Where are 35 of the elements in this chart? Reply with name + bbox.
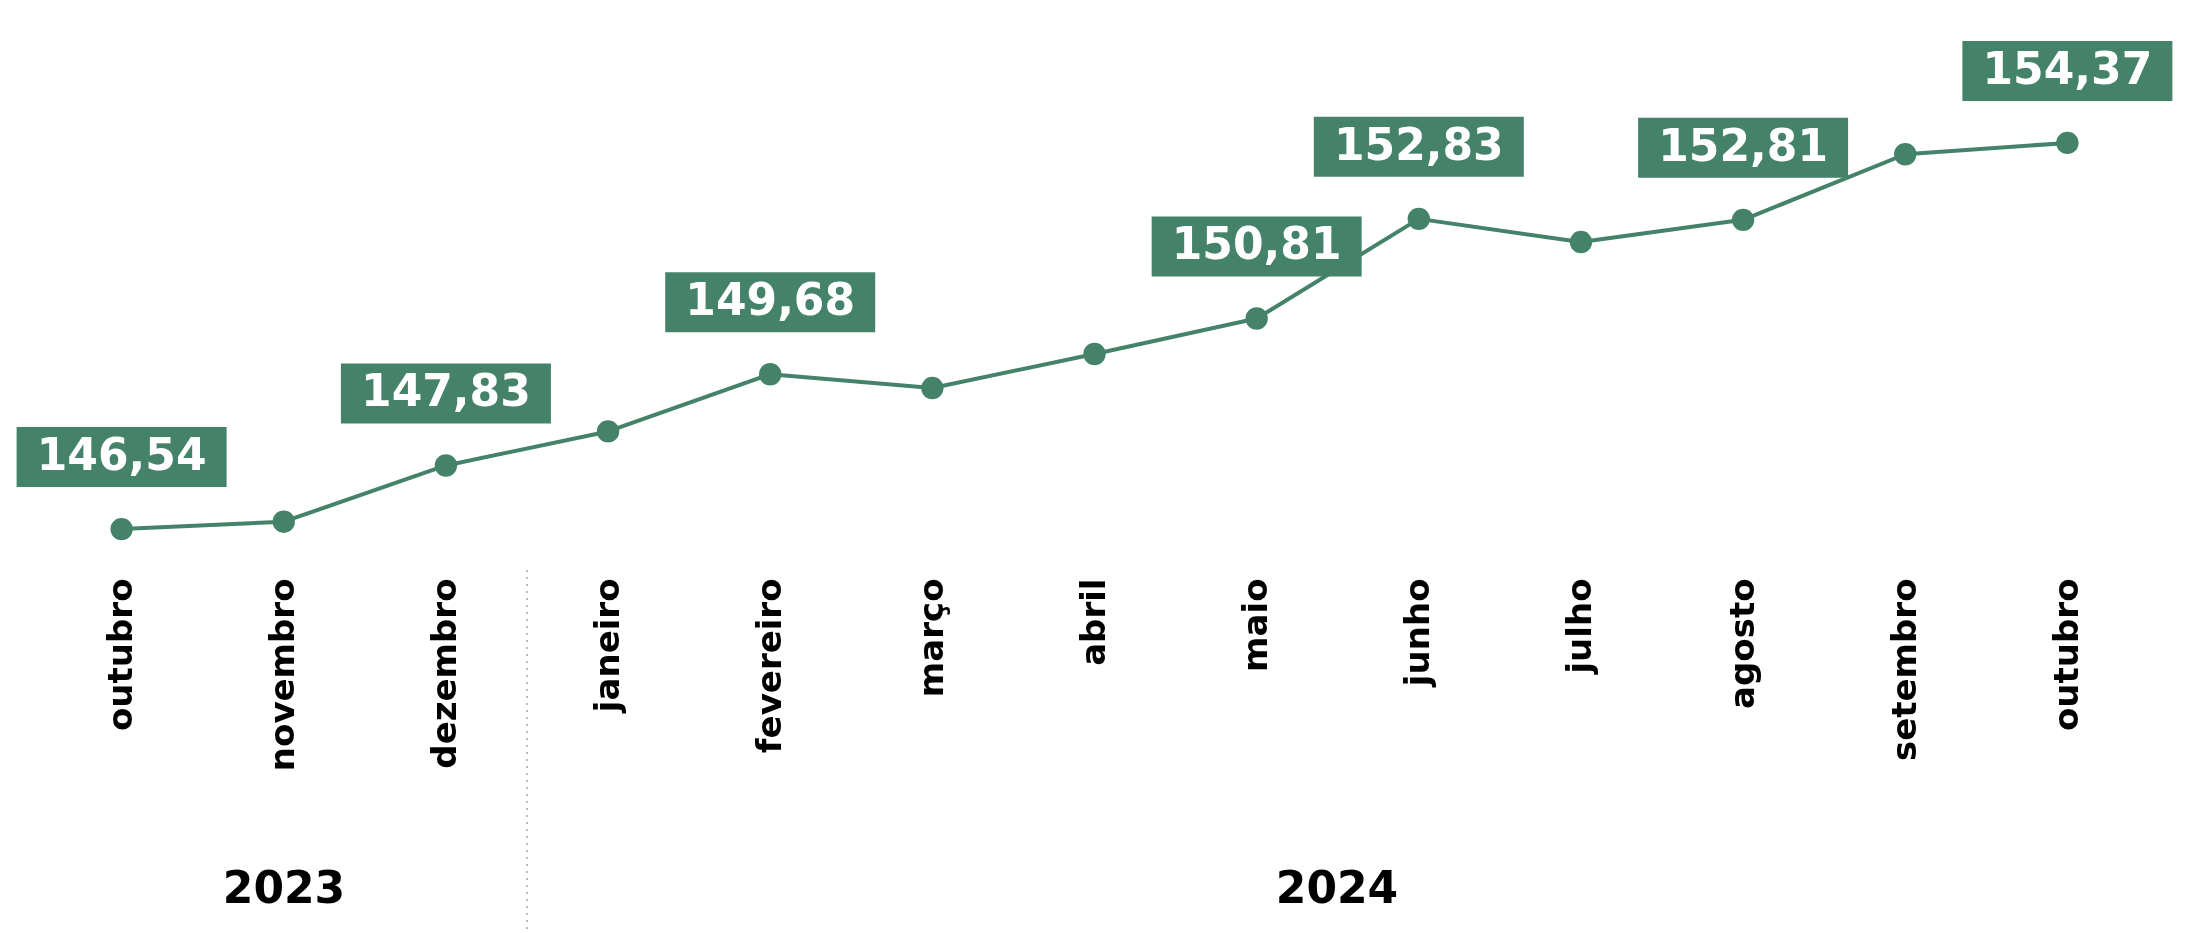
- point: [110, 517, 133, 541]
- point: [1894, 143, 1917, 166]
- x-tick-label: julho: [1559, 578, 1600, 676]
- x-tick-label: maio: [1235, 578, 1276, 672]
- text: 2023: [222, 862, 346, 913]
- point: [921, 376, 944, 400]
- data-label: 149,68: [685, 274, 856, 326]
- point: [596, 420, 620, 443]
- point: [272, 510, 295, 533]
- x-tick-label: janeiro: [586, 578, 627, 715]
- point: [1083, 342, 1106, 366]
- x-tick-label: março: [910, 578, 951, 698]
- data-label: 154,37: [1982, 42, 2153, 94]
- x-tick-label: fevereiro: [748, 578, 789, 754]
- point: [1569, 230, 1593, 254]
- point: [434, 454, 458, 477]
- point: [1731, 208, 1755, 231]
- x-tick-label: novembro: [262, 578, 303, 772]
- data-label: 152,81: [1658, 119, 1828, 171]
- x-tick-label: junho: [1397, 578, 1438, 689]
- data-label: 147,83: [361, 365, 531, 417]
- text: 2024: [1275, 862, 1399, 913]
- data-label: 146,54: [36, 429, 207, 481]
- point: [759, 363, 782, 386]
- data-label: 152,83: [1333, 118, 1504, 170]
- x-tick-label: dezembro: [424, 578, 465, 769]
- point: [1245, 307, 1268, 330]
- x-tick-label: agosto: [1721, 578, 1762, 709]
- x-tick-label: setembro: [1883, 578, 1924, 762]
- point: [1407, 207, 1430, 231]
- data-label: 150,81: [1171, 218, 1342, 270]
- x-tick-label: outubro: [2045, 578, 2086, 731]
- point: [2056, 131, 2079, 155]
- x-tick-label: abril: [1073, 578, 1113, 666]
- x-tick-label: outubro: [100, 578, 141, 731]
